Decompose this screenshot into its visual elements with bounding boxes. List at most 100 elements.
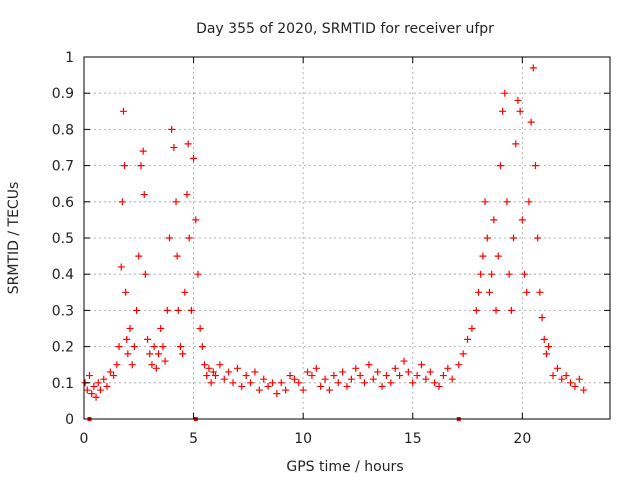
data-point xyxy=(485,288,493,296)
data-point xyxy=(558,375,566,383)
data-point xyxy=(124,350,132,358)
data-point xyxy=(155,350,163,358)
data-point xyxy=(418,361,426,369)
y-tick-label: 0.4 xyxy=(52,267,74,283)
data-point xyxy=(365,361,373,369)
data-point xyxy=(477,270,485,278)
data-point xyxy=(260,375,268,383)
data-point xyxy=(140,191,148,199)
data-point xyxy=(510,234,518,242)
data-point xyxy=(144,335,152,343)
data-point xyxy=(396,372,404,380)
data-point xyxy=(521,270,529,278)
data-point xyxy=(475,288,482,296)
data-point xyxy=(185,234,193,242)
data-point xyxy=(382,372,390,380)
data-point xyxy=(212,372,219,380)
data-point xyxy=(553,364,561,372)
data-point xyxy=(201,361,209,369)
data-point xyxy=(209,368,217,376)
data-point xyxy=(268,379,276,387)
data-point xyxy=(192,216,200,224)
data-point xyxy=(435,382,443,390)
data-point xyxy=(492,306,500,314)
data-point xyxy=(207,379,215,387)
data-point xyxy=(295,379,303,387)
data-point xyxy=(529,64,537,72)
data-point xyxy=(100,375,108,383)
data-point xyxy=(113,361,121,369)
data-point xyxy=(88,390,96,398)
data-point xyxy=(481,198,489,206)
data-point xyxy=(330,372,338,380)
data-point xyxy=(575,375,583,383)
data-point xyxy=(92,393,100,401)
data-point xyxy=(361,379,369,387)
data-point xyxy=(198,343,206,351)
y-axis-label: SRMTID / TECUs xyxy=(6,182,22,295)
x-tick-label: 15 xyxy=(404,431,422,447)
data-point xyxy=(567,379,575,387)
data-point xyxy=(352,364,360,372)
data-point xyxy=(176,343,184,351)
data-point xyxy=(580,386,588,394)
data-point xyxy=(141,270,149,278)
data-point xyxy=(369,375,377,383)
x-tick-label: 0 xyxy=(80,431,89,447)
y-tick-label: 0.2 xyxy=(52,340,74,356)
data-point xyxy=(286,372,294,380)
x-tick-label: 20 xyxy=(513,431,531,447)
data-point xyxy=(168,125,176,133)
data-point xyxy=(290,375,298,383)
data-point xyxy=(205,364,213,372)
data-point xyxy=(540,335,548,343)
data-point xyxy=(255,386,263,394)
data-point xyxy=(103,382,111,390)
y-tick-label: 0 xyxy=(65,412,74,428)
data-point xyxy=(516,107,524,115)
data-point xyxy=(494,252,502,260)
data-point xyxy=(264,382,272,390)
data-point xyxy=(90,382,98,390)
data-point xyxy=(233,364,241,372)
data-point xyxy=(536,288,544,296)
data-point xyxy=(472,306,480,314)
data-point xyxy=(400,357,408,365)
data-point xyxy=(251,368,259,376)
data-point xyxy=(137,162,145,170)
data-point xyxy=(119,107,127,115)
grid-lines xyxy=(84,57,610,419)
data-points xyxy=(81,64,588,421)
data-point xyxy=(505,270,513,278)
data-point xyxy=(96,386,104,394)
data-point xyxy=(518,216,526,224)
data-point xyxy=(334,379,342,387)
data-point xyxy=(173,252,181,260)
data-point xyxy=(122,288,130,296)
data-point xyxy=(121,162,129,170)
data-point xyxy=(110,372,118,380)
data-point xyxy=(299,386,307,394)
chart-title: Day 355 of 2020, SRMTID for receiver ufp… xyxy=(196,21,494,37)
data-point xyxy=(229,379,237,387)
data-point xyxy=(115,343,123,351)
data-point xyxy=(282,386,290,394)
y-tick-label: 1 xyxy=(65,50,74,66)
data-point xyxy=(488,270,496,278)
data-point xyxy=(203,372,211,380)
data-point xyxy=(83,386,91,394)
data-point xyxy=(464,335,472,343)
y-tick-label: 0.6 xyxy=(52,195,74,211)
data-point xyxy=(273,390,281,398)
data-point xyxy=(94,379,102,387)
data-point xyxy=(501,89,509,97)
data-point xyxy=(534,234,542,242)
data-point xyxy=(181,288,189,296)
data-point xyxy=(106,368,114,376)
data-point xyxy=(545,343,553,351)
data-point xyxy=(514,96,522,104)
x-tick-label: 10 xyxy=(294,431,312,447)
data-point xyxy=(196,325,204,332)
data-point xyxy=(85,372,93,380)
data-point xyxy=(562,372,570,380)
